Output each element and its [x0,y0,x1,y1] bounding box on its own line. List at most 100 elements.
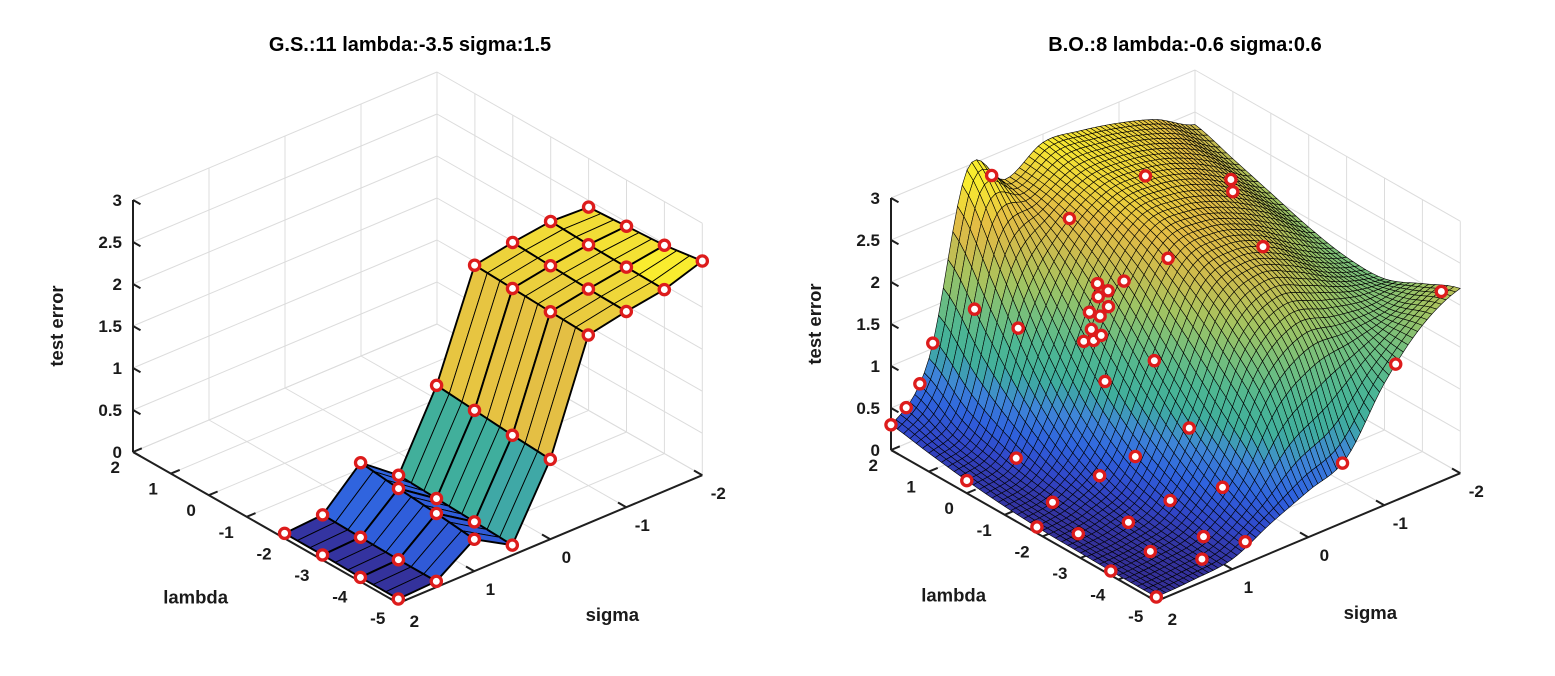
evaluated-point-marker [277,526,292,541]
evaluated-point-marker [429,506,444,521]
evaluated-point-marker [353,570,368,585]
evaluated-point-marker [1009,451,1023,465]
evaluated-point-marker [960,473,974,488]
evaluated-point-marker [1238,535,1252,549]
evaluated-point-marker [1138,169,1153,183]
plot-title-grid-search: G.S.:11 lambda:-3.5 sigma:1.5 [268,34,552,56]
axis-text: 1.5 [856,315,880,334]
evaluated-point-marker [581,328,596,342]
axis-text: 0.5 [98,401,122,420]
axis-lines-0 [132,199,703,605]
evaluated-point-marker [1434,284,1449,299]
lambda-axis-label: lambda [163,587,228,608]
axis-text: -2 [1014,542,1029,561]
evaluated-point-marker [1030,520,1044,534]
sigma-axis-label: sigma [1344,602,1398,623]
evaluation-markers-0 [277,200,710,606]
axis-text: -4 [332,588,348,607]
evaluated-point-marker [1163,493,1177,508]
axis-text: 0.5 [856,399,880,418]
axis-text: 1 [1244,578,1253,597]
axis-text: -2 [711,484,726,503]
plot-title-bayes-opt: B.O.:8 lambda:-0.6 sigma:0.6 [1048,34,1322,56]
axis-text: 0 [186,501,195,520]
evaluated-point-marker [581,237,596,252]
axis-text: 1.5 [98,317,122,336]
evaluated-point-marker [1143,544,1158,559]
evaluation-markers-1 [884,168,1449,604]
evaluated-point-marker [1071,526,1086,541]
evaluated-point-marker [619,219,634,233]
evaluated-point-marker [1224,172,1238,187]
axis-text: 2 [111,458,120,477]
evaluated-point-marker [657,238,672,253]
axis-text: 1 [113,359,122,378]
axis-text: 0 [113,443,122,462]
axis-text: 3 [113,191,122,210]
evaluated-point-marker [619,260,634,274]
axis-text: 0 [1320,546,1329,565]
axis-text: 1 [486,580,495,599]
axis-text: -1 [635,516,650,535]
evaluated-point-marker [1128,449,1143,464]
test-error-axis-label: test error [46,285,67,366]
evaluated-point-marker [967,302,982,316]
axis-text: 1 [148,480,157,499]
evaluated-point-marker [1215,480,1230,495]
evaluated-point-marker [1121,515,1136,530]
axis-text: 2 [869,456,878,475]
axis-text: -1 [219,523,234,542]
axis-text: 2 [410,612,419,631]
axis-text: -3 [294,566,309,585]
evaluated-point-marker [391,592,406,606]
evaluated-point-marker [505,235,520,250]
evaluated-point-marker [1045,495,1060,510]
evaluated-point-marker [1117,274,1131,288]
evaluated-point-marker [315,508,330,522]
evaluated-point-marker [1093,309,1107,323]
evaluated-point-marker [467,258,482,272]
evaluated-point-marker [1226,184,1240,199]
evaluated-point-marker [657,282,672,297]
axis-text: 1 [871,357,880,376]
evaluated-point-marker [1062,211,1077,226]
evaluated-point-marker [543,305,558,319]
evaluated-point-marker [1101,299,1116,314]
evaluated-point-marker [1011,321,1025,335]
evaluated-point-marker [429,491,444,506]
evaluated-point-marker [1104,564,1118,578]
evaluated-point-marker [429,378,444,393]
axis-text: 0 [562,548,571,567]
axis-name-labels-1: lambda sigma test error [804,283,1398,623]
tick-labels-1: 0 0.5 1 1.5 2 2.5 3 2 1 0 -1 -2 -3 -4 -5 2 1 0 -1 -2 [856,189,1484,629]
evaluated-point-marker [505,428,520,443]
axis-text: -5 [1128,607,1143,626]
test-error-axis-label: test error [804,283,825,364]
axis-text: 2 [113,275,122,294]
evaluated-point-marker [543,214,558,229]
evaluated-point-marker [1084,322,1099,337]
evaluated-point-marker [1082,305,1097,319]
evaluated-point-marker [1256,239,1270,254]
evaluated-point-marker [1101,284,1115,298]
evaluated-point-marker [315,548,330,562]
axis-text: -2 [1469,482,1484,501]
evaluated-point-marker [581,282,596,296]
evaluated-point-marker [505,281,520,296]
lambda-axis-label: lambda [921,585,986,606]
evaluated-point-marker [505,538,520,552]
sigma-axis-label: sigma [586,604,640,625]
evaluated-point-marker [1196,529,1211,544]
evaluated-point-marker [884,418,898,432]
evaluated-point-marker [581,200,596,214]
evaluated-point-marker [1147,353,1162,368]
axis-text: 2.5 [856,231,880,250]
evaluated-point-marker [467,515,482,529]
axis-text: 2 [1168,610,1177,629]
axis-text: 2 [871,273,880,292]
surface-mesh-1 [890,119,1461,598]
evaluated-point-marker [1149,590,1164,604]
axis-text: -5 [370,609,385,628]
evaluated-point-marker [1161,251,1175,266]
